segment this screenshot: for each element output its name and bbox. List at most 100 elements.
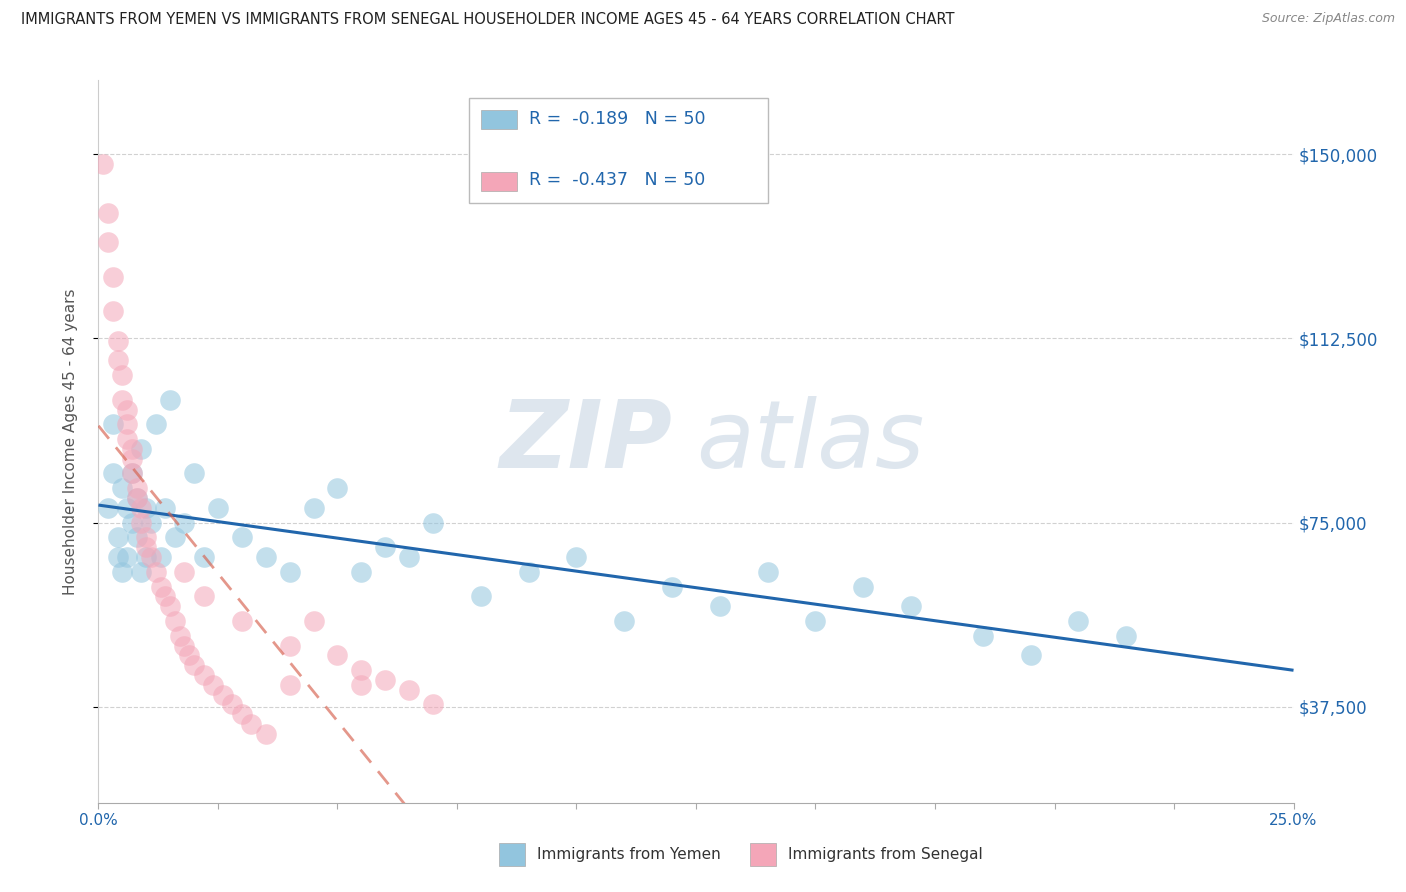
Point — [107, 353, 129, 368]
Point — [111, 392, 134, 407]
Point — [173, 639, 195, 653]
Point — [254, 727, 277, 741]
Text: Immigrants from Senegal: Immigrants from Senegal — [787, 847, 983, 863]
Point — [155, 500, 177, 515]
Point — [111, 368, 134, 383]
Point — [231, 530, 253, 544]
Point — [221, 698, 243, 712]
Point — [97, 500, 120, 515]
Point — [350, 565, 373, 579]
Point — [202, 678, 225, 692]
Point — [121, 442, 143, 456]
Point — [111, 565, 134, 579]
Text: ZIP: ZIP — [499, 395, 672, 488]
Point — [115, 432, 138, 446]
Point — [183, 658, 205, 673]
Text: Immigrants from Yemen: Immigrants from Yemen — [537, 847, 721, 863]
Point — [101, 269, 124, 284]
Point — [135, 500, 157, 515]
Point — [193, 590, 215, 604]
Point — [131, 442, 153, 456]
Point — [131, 500, 153, 515]
Point — [173, 565, 195, 579]
Point — [326, 648, 349, 663]
Point — [1115, 629, 1137, 643]
Point — [149, 549, 172, 564]
Point — [350, 663, 373, 677]
Point — [101, 304, 124, 318]
Point — [183, 467, 205, 481]
Point — [135, 530, 157, 544]
Point — [163, 614, 186, 628]
Point — [125, 491, 148, 505]
Point — [139, 516, 162, 530]
Point — [756, 565, 779, 579]
Point — [155, 590, 177, 604]
Point — [278, 678, 301, 692]
Point — [97, 206, 120, 220]
Point — [852, 580, 875, 594]
Point — [145, 565, 167, 579]
FancyBboxPatch shape — [749, 843, 776, 866]
Point — [125, 530, 148, 544]
Point — [900, 599, 922, 614]
Text: Source: ZipAtlas.com: Source: ZipAtlas.com — [1261, 12, 1395, 25]
Point — [326, 481, 349, 495]
Point — [121, 451, 143, 466]
Point — [101, 417, 124, 432]
FancyBboxPatch shape — [499, 843, 524, 866]
Point — [149, 580, 172, 594]
Point — [97, 235, 120, 250]
Point — [240, 717, 263, 731]
Point — [661, 580, 683, 594]
Point — [179, 648, 201, 663]
Point — [254, 549, 277, 564]
Point — [470, 590, 492, 604]
Point — [398, 549, 420, 564]
Point — [1067, 614, 1090, 628]
Point — [565, 549, 588, 564]
Point — [107, 530, 129, 544]
Point — [115, 549, 138, 564]
Point — [131, 516, 153, 530]
Point — [169, 629, 191, 643]
Text: IMMIGRANTS FROM YEMEN VS IMMIGRANTS FROM SENEGAL HOUSEHOLDER INCOME AGES 45 - 64: IMMIGRANTS FROM YEMEN VS IMMIGRANTS FROM… — [21, 12, 955, 27]
Point — [398, 682, 420, 697]
Point — [302, 500, 325, 515]
Point — [101, 467, 124, 481]
Point — [135, 540, 157, 554]
Point — [121, 467, 143, 481]
Point — [278, 639, 301, 653]
Point — [115, 417, 138, 432]
Point — [517, 565, 540, 579]
Point — [91, 157, 114, 171]
Point — [231, 707, 253, 722]
Point — [709, 599, 731, 614]
Point — [231, 614, 253, 628]
Point — [159, 392, 181, 407]
Point — [207, 500, 229, 515]
Text: R =  -0.189   N = 50: R = -0.189 N = 50 — [529, 110, 706, 128]
Point — [125, 491, 148, 505]
Point — [159, 599, 181, 614]
Point — [350, 678, 373, 692]
Point — [374, 540, 396, 554]
Y-axis label: Householder Income Ages 45 - 64 years: Householder Income Ages 45 - 64 years — [63, 288, 77, 595]
Point — [422, 698, 444, 712]
Point — [115, 500, 138, 515]
Point — [1019, 648, 1042, 663]
Point — [145, 417, 167, 432]
Point — [193, 549, 215, 564]
Point — [121, 516, 143, 530]
Point — [135, 549, 157, 564]
FancyBboxPatch shape — [481, 111, 517, 129]
Point — [613, 614, 636, 628]
Point — [115, 402, 138, 417]
Point — [173, 516, 195, 530]
Point — [278, 565, 301, 579]
Point — [193, 668, 215, 682]
Point — [972, 629, 994, 643]
Point — [139, 549, 162, 564]
Point — [163, 530, 186, 544]
FancyBboxPatch shape — [470, 98, 768, 203]
